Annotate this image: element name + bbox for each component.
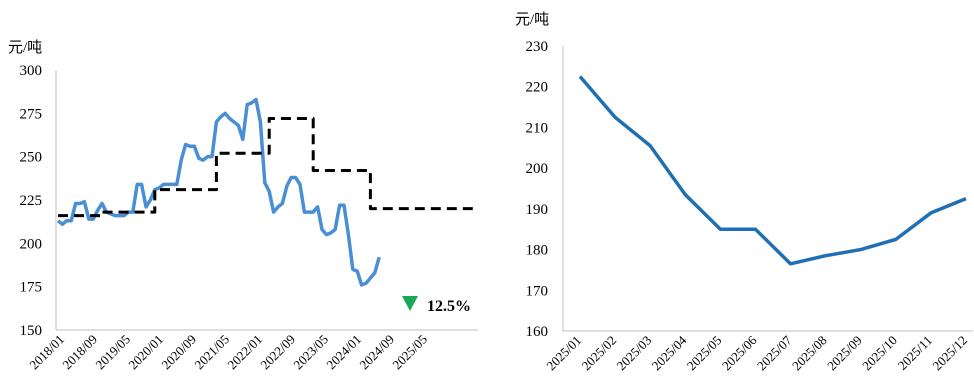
left-series-dashed-line	[58, 117, 476, 218]
right-series-line	[578, 75, 967, 266]
left-y-tick-label: 300	[20, 63, 43, 79]
right-y-tick-label: 200	[526, 161, 549, 177]
right-y-tick-label: 160	[526, 324, 549, 340]
right-y-tick-label: 190	[526, 202, 549, 218]
right-unit-label: 元/吨	[515, 11, 549, 28]
right-y-tick-label: 180	[526, 243, 549, 259]
left-y-ticks: 150 175 200 225 250 275 300	[20, 63, 43, 339]
left-y-tick-label: 150	[20, 323, 43, 339]
left-x-tick-label: 2025/05	[389, 332, 430, 373]
right-x-tick-label: 2025/09	[824, 333, 865, 374]
right-y-tick-label: 220	[526, 80, 549, 96]
right-x-tick-label: 2025/04	[649, 332, 690, 373]
left-x-tick-label: 2023/05	[290, 332, 331, 373]
left-x-tick-label: 2018/09	[59, 332, 100, 373]
right-y-ticks: 160 170 180 190 200 210 220 230	[526, 39, 549, 340]
right-x-tick-label: 2025/03	[614, 333, 655, 374]
left-x-tick-label: 2019/05	[92, 332, 133, 373]
left-y-tick-label: 250	[20, 150, 43, 166]
left-x-tick-label: 2024/09	[356, 332, 397, 373]
left-chart: 元/吨 150 175 200 225 250 275 300 2018/012018/09…	[8, 39, 478, 372]
down-triangle-icon	[402, 296, 418, 311]
right-x-tick-label: 2025/06	[719, 332, 760, 373]
right-x-tick-label: 2025/01	[543, 333, 584, 374]
left-series	[56, 97, 476, 287]
right-y-tick-label: 170	[526, 283, 549, 299]
left-unit-label: 元/吨	[8, 39, 42, 56]
right-x-tick-label: 2025/08	[789, 333, 830, 374]
right-x-tick-label: 2025/07	[754, 332, 795, 373]
left-y-tick-label: 275	[20, 106, 43, 122]
right-x-tick-label: 2025/11	[895, 333, 935, 373]
left-x-ticks: 2018/012018/092019/052020/012020/092021/…	[26, 332, 430, 373]
left-x-tick-label: 2021/05	[191, 332, 232, 373]
right-x-tick-label: 2025/05	[684, 333, 725, 374]
left-x-tick-label: 2022/01	[224, 332, 265, 373]
left-y-tick-label: 200	[20, 236, 43, 252]
right-x-tick-label: 2025/12	[929, 333, 970, 374]
right-y-tick-label: 230	[526, 39, 549, 55]
left-series-line	[56, 97, 381, 287]
left-x-tick-label: 2020/01	[125, 332, 166, 373]
left-x-tick-label: 2020/09	[158, 332, 199, 373]
left-y-tick-label: 225	[20, 193, 43, 209]
right-x-ticks: 2025/012025/022025/032025/042025/052025/…	[543, 332, 970, 373]
left-y-tick-label: 175	[20, 280, 43, 296]
annotation: 12.5%	[402, 296, 471, 315]
right-x-tick-label: 2025/02	[578, 333, 619, 374]
right-x-tick-label: 2025/10	[859, 333, 900, 374]
right-y-tick-label: 210	[526, 120, 549, 136]
annotation-text: 12.5%	[427, 298, 471, 315]
right-series	[578, 75, 967, 266]
left-x-tick-label: 2024/01	[323, 332, 364, 373]
left-x-tick-label: 2022/09	[257, 332, 298, 373]
